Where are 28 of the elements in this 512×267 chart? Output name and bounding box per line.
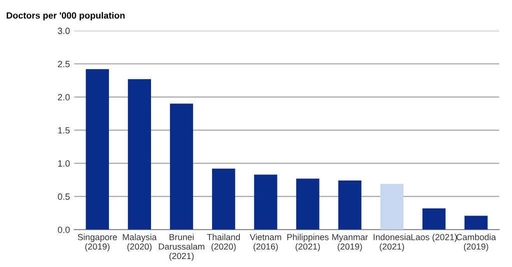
bar — [380, 184, 404, 230]
x-tick-label: Laos (2021) — [411, 234, 457, 242]
y-tick-label: 3.0 — [58, 28, 70, 34]
bar — [296, 178, 320, 230]
bar — [128, 79, 152, 230]
x-tick-label: Indonesia (2021) — [374, 234, 411, 252]
x-tick-label: Philippines (2021) — [287, 234, 329, 252]
bar — [338, 180, 362, 230]
bar — [86, 69, 109, 230]
x-tick-label: Cambodia (2019) — [456, 234, 496, 252]
y-tick-label: 1.0 — [58, 160, 70, 167]
bar — [212, 168, 236, 230]
y-tick-label: 1.5 — [58, 127, 70, 134]
x-tick-label: Myanmar (2019) — [332, 234, 368, 252]
x-tick-label: Thailand (2020) — [207, 234, 240, 252]
x-tick-label: Brunei Darussalam (2021) — [158, 234, 204, 261]
x-tick-label: Vietnam (2016) — [250, 234, 282, 252]
bar — [422, 208, 446, 230]
y-tick-label: 2.5 — [58, 60, 70, 68]
chart-title: Doctors per '000 population — [6, 12, 125, 20]
bar — [254, 174, 278, 230]
bar — [170, 104, 194, 230]
x-tick-label: Malaysia (2020) — [122, 234, 157, 252]
y-tick-label: 2.0 — [58, 94, 70, 100]
y-tick-label: 0.5 — [58, 193, 70, 200]
bar — [464, 216, 488, 230]
y-tick-label: 0.0 — [58, 226, 70, 233]
x-tick-label: Singapore (2019) — [78, 234, 117, 252]
